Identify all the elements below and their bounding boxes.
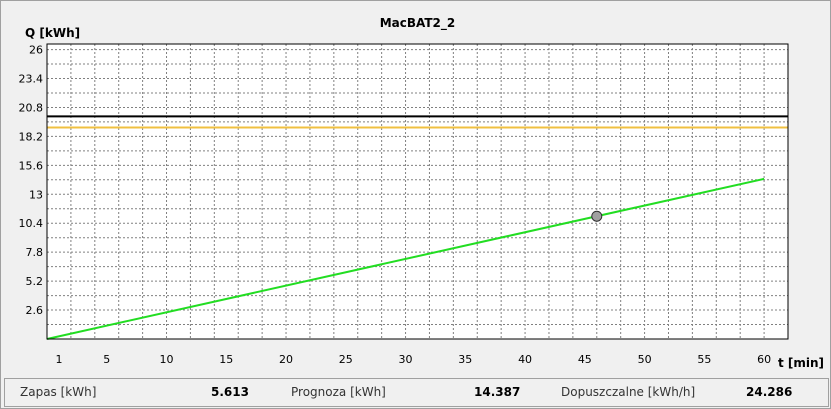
chart-svg: MacBAT2_2 Q [kWh] t [min] 2.6 5.2 7.8 10.4 1… bbox=[19, 16, 825, 370]
current-point-marker bbox=[591, 210, 603, 222]
x-tick-label: 45 bbox=[578, 353, 592, 366]
y-tick-label: 5.2 bbox=[26, 275, 44, 288]
dopuszczalne-value: 24.286 bbox=[746, 385, 793, 399]
series-group bbox=[46, 177, 765, 340]
zapas-value: 5.613 bbox=[211, 385, 249, 399]
x-tick-label: 35 bbox=[458, 353, 472, 366]
zapas-label: Zapas [kWh] bbox=[20, 385, 97, 399]
y-tick-label: 10.4 bbox=[19, 217, 44, 230]
y-tick-label: 23.4 bbox=[19, 73, 44, 86]
status-bar: Zapas [kWh] 5.613 Prognoza [kWh] 14.387 … bbox=[4, 378, 829, 407]
y-tick-label: 15.6 bbox=[19, 159, 44, 172]
y-tick-label: 2.6 bbox=[26, 304, 44, 317]
dopuszczalne-label: Dopuszczalne [kWh/h] bbox=[561, 385, 696, 399]
x-tick-label: 30 bbox=[399, 353, 413, 366]
x-tick-label: 40 bbox=[518, 353, 532, 366]
chart-title: MacBAT2_2 bbox=[380, 16, 456, 31]
x-ticks: 1 5 10 15 20 25 30 35 40 45 50 55 60 bbox=[55, 353, 771, 366]
x-tick-label: 10 bbox=[160, 353, 174, 366]
x-tick-label: 1 bbox=[55, 353, 62, 366]
threshold-lines bbox=[47, 115, 788, 129]
plot-border bbox=[46, 43, 789, 340]
x-tick-label: 15 bbox=[219, 353, 233, 366]
y-ticks: 2.6 5.2 7.8 10.4 13 15.6 18.2 20.8 23.4 26 bbox=[19, 44, 44, 317]
x-tick-label: 20 bbox=[279, 353, 293, 366]
grid-lines bbox=[46, 44, 789, 339]
x-tick-label: 55 bbox=[697, 353, 711, 366]
series-line-1 bbox=[46, 177, 765, 340]
y-tick-label: 26 bbox=[29, 44, 43, 57]
x-tick-label: 5 bbox=[103, 353, 110, 366]
y-tick-label: 20.8 bbox=[19, 101, 44, 114]
x-tick-label: 50 bbox=[638, 353, 652, 366]
x-tick-label: 60 bbox=[757, 353, 771, 366]
chart-panel: MacBAT2_2 Q [kWh] t [min] 2.6 5.2 7.8 10.4 1… bbox=[3, 3, 828, 375]
x-axis-label: t [min] bbox=[778, 356, 824, 370]
prognoza-label: Prognoza [kWh] bbox=[291, 385, 386, 399]
y-tick-label: 13 bbox=[29, 188, 43, 201]
x-tick-label: 25 bbox=[339, 353, 353, 366]
prognoza-value: 14.387 bbox=[474, 385, 521, 399]
y-tick-label: 18.2 bbox=[19, 130, 44, 143]
plot-area bbox=[47, 44, 788, 339]
y-tick-label: 7.8 bbox=[26, 246, 44, 259]
y-axis-label: Q [kWh] bbox=[25, 26, 80, 40]
